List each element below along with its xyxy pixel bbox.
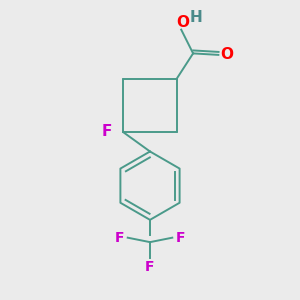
Text: F: F bbox=[115, 231, 124, 245]
Text: O: O bbox=[176, 15, 189, 30]
Text: F: F bbox=[102, 124, 112, 139]
Text: H: H bbox=[190, 10, 202, 25]
Text: F: F bbox=[176, 231, 185, 245]
Text: O: O bbox=[220, 47, 233, 62]
Text: F: F bbox=[145, 260, 155, 274]
